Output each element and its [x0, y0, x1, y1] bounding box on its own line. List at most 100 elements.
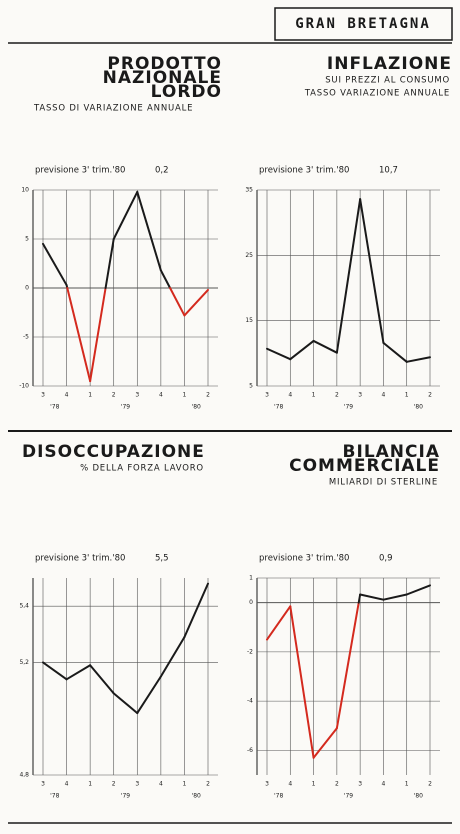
forecast-label: previsione 3' trim.'80 [259, 554, 349, 564]
y-tick-label: 0 [249, 599, 253, 606]
y-tick-label: 5,4 [19, 603, 29, 610]
line-segment [159, 636, 186, 678]
chart-subtitle: TASSO VARIAZIONE ANNUALE [304, 89, 450, 99]
x-tick-label: 3 [41, 781, 45, 788]
line-segment [112, 692, 139, 715]
year-label: '80 [414, 793, 423, 800]
chart-title: DISOCCUPAZIONE [22, 442, 205, 462]
y-tick-label: 35 [245, 187, 253, 194]
line-segment [382, 593, 408, 601]
y-tick-label: 15 [245, 317, 253, 324]
line-segment [104, 238, 115, 289]
x-tick-label: 3 [135, 392, 139, 399]
y-tick-label: 4,8 [19, 772, 29, 779]
line-segment [136, 675, 162, 715]
line-segment [405, 584, 431, 596]
year-label: '78 [50, 793, 59, 800]
year-label: '79 [344, 793, 353, 800]
chart-subtitle: MILIARDI DI STERLINE [329, 478, 438, 488]
x-tick-label: 1 [405, 781, 409, 788]
line-segment [266, 347, 292, 361]
line-segment [335, 601, 360, 730]
forecast-value: 5,5 [155, 554, 169, 564]
x-tick-label: 3 [358, 392, 362, 399]
chart-title: BILANCIA [343, 442, 440, 462]
line-segment [42, 242, 68, 287]
chart-subtitle: % DELLA FORZA LAVORO [80, 464, 204, 474]
x-tick-label: 1 [405, 392, 409, 399]
x-tick-label: 4 [288, 392, 292, 399]
y-tick-label: 5 [25, 236, 29, 243]
x-tick-label: 3 [265, 392, 269, 399]
x-tick-label: 3 [41, 392, 45, 399]
chart-title: PRODOTTO [107, 54, 222, 74]
y-tick-label: -10 [19, 383, 29, 390]
year-label: '78 [50, 404, 59, 411]
chart-subtitle: TASSO DI VARIAZIONE ANNUALE [33, 104, 193, 114]
y-tick-label: -6 [247, 747, 253, 754]
x-tick-label: 4 [288, 781, 292, 788]
x-tick-label: 1 [312, 781, 316, 788]
x-tick-label: 2 [206, 781, 210, 788]
header-box [274, 7, 453, 41]
line-segment [65, 664, 92, 681]
x-tick-label: 1 [88, 392, 92, 399]
year-label: '80 [192, 404, 201, 411]
forecast-value: 0,9 [379, 554, 393, 564]
line-segment [66, 287, 92, 383]
line-segment [289, 339, 315, 361]
x-tick-label: 4 [65, 392, 69, 399]
year-label: '78 [274, 404, 283, 411]
forecast-label: previsione 3' trim.'80 [35, 554, 125, 564]
line-segment [289, 605, 315, 759]
line-segment [89, 287, 107, 383]
line-segment [312, 727, 338, 759]
line-segment [169, 287, 186, 317]
y-tick-label: -5 [23, 334, 29, 341]
line-segment [136, 190, 162, 272]
x-tick-label: 1 [88, 781, 92, 788]
chart-title: COMMERCIALE [289, 456, 440, 476]
x-tick-label: 2 [206, 392, 210, 399]
line-segment [359, 198, 385, 344]
x-tick-label: 2 [112, 392, 116, 399]
line-segment [42, 661, 68, 681]
line-segment [357, 593, 362, 604]
line-segment [312, 339, 338, 354]
line-segment [359, 593, 385, 601]
line-segment [335, 198, 362, 354]
y-tick-label: 10 [21, 187, 29, 194]
x-tick-label: 4 [159, 781, 163, 788]
x-tick-label: 2 [428, 392, 432, 399]
y-tick-label: 5 [249, 383, 253, 390]
year-label: '79 [344, 404, 353, 411]
y-tick-label: 25 [245, 252, 253, 259]
chart-subtitle: SUI PREZZI AL CONSUMO [325, 76, 450, 86]
y-tick-label: 5,2 [19, 659, 29, 666]
year-label: '80 [414, 404, 423, 411]
chart-title: NAZIONALE [103, 68, 222, 88]
forecast-value: 10,7 [379, 166, 398, 176]
year-label: '80 [192, 793, 201, 800]
year-label: '79 [121, 793, 130, 800]
x-tick-label: 1 [183, 781, 187, 788]
y-tick-label: 1 [249, 575, 253, 582]
x-tick-label: 2 [335, 781, 339, 788]
line-segment [183, 582, 209, 639]
y-tick-label: 0 [25, 285, 29, 292]
year-label: '78 [274, 793, 283, 800]
y-tick-label: -2 [247, 648, 253, 655]
line-segment [183, 288, 209, 317]
line-segment [112, 190, 139, 240]
x-tick-label: 3 [135, 781, 139, 788]
line-segment [405, 356, 431, 363]
x-tick-label: 2 [428, 781, 432, 788]
x-tick-label: 4 [382, 392, 386, 399]
y-tick-label: -4 [247, 698, 253, 705]
line-segment [159, 269, 172, 289]
x-tick-label: 2 [335, 392, 339, 399]
x-tick-label: 4 [159, 392, 163, 399]
x-tick-label: 1 [312, 392, 316, 399]
line-segment [89, 664, 115, 695]
